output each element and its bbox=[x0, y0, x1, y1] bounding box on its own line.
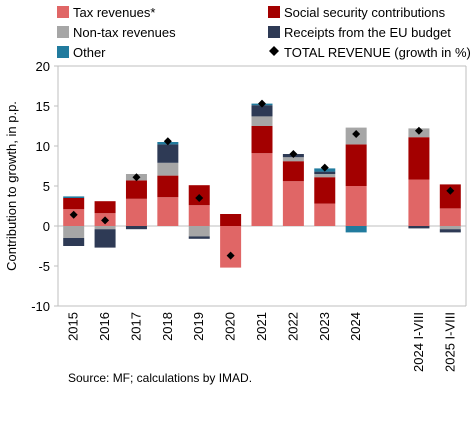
bar-segment-non-tax-revenues bbox=[94, 226, 116, 230]
x-tick-label: 2019 bbox=[191, 312, 206, 341]
x-tick-label: 2023 bbox=[317, 312, 332, 341]
bar-segment-tax-revenues bbox=[314, 203, 336, 226]
bar-segment-receipts-from-the-eu-budget bbox=[314, 171, 336, 174]
x-tick-label: 2021 bbox=[254, 312, 269, 341]
y-tick-label: 0 bbox=[43, 219, 50, 234]
bar-segment-tax-revenues bbox=[282, 181, 304, 226]
bar-segment-social-security-contributions bbox=[251, 126, 273, 154]
bar-segment-non-tax-revenues bbox=[282, 157, 304, 162]
total-marker bbox=[163, 137, 172, 146]
bar-segment-non-tax-revenues bbox=[439, 226, 461, 230]
total-marker bbox=[195, 194, 204, 202]
bar-segment-tax-revenues bbox=[220, 226, 242, 268]
total-marker bbox=[352, 130, 361, 138]
total-marker bbox=[226, 251, 235, 260]
bar-segment-tax-revenues bbox=[251, 153, 273, 226]
x-tick-label: 2024 I-VIII bbox=[411, 312, 426, 372]
x-tick-label: 2025 I-VIII bbox=[442, 312, 457, 372]
bar-segment-non-tax-revenues bbox=[251, 116, 273, 126]
bar-segment-tax-revenues bbox=[345, 186, 367, 226]
total-marker bbox=[289, 150, 298, 158]
x-tick-label: 2024 bbox=[348, 312, 363, 341]
total-marker bbox=[258, 99, 266, 108]
legend-label-social-security: Social security contributions bbox=[284, 5, 446, 20]
bar-segment-tax-revenues bbox=[157, 197, 179, 226]
bar-segment-non-tax-revenues bbox=[63, 226, 85, 238]
y-tick-label: 20 bbox=[36, 59, 50, 74]
bar-segment-social-security-contributions bbox=[282, 161, 304, 182]
legend-swatch-other bbox=[57, 46, 69, 58]
bar-segment-receipts-from-the-eu-budget bbox=[63, 238, 85, 246]
x-tick-label: 2016 bbox=[97, 312, 112, 341]
bar-segment-social-security-contributions bbox=[157, 175, 179, 198]
bar-segment-tax-revenues bbox=[439, 208, 461, 226]
y-axis-label: Contribution to growth, in p.p. bbox=[4, 101, 19, 271]
bar-segment-social-security-contributions bbox=[408, 137, 430, 180]
legend-label-tax-revenues: Tax revenues* bbox=[73, 5, 155, 20]
bar-segment-other bbox=[63, 196, 85, 198]
legend-swatch-social-security bbox=[268, 6, 280, 18]
bar-segment-other bbox=[345, 226, 367, 233]
bar-segment-receipts-from-the-eu-budget bbox=[408, 226, 430, 229]
bar-segment-receipts-from-the-eu-budget bbox=[157, 144, 179, 163]
source-note: Source: MF; calculations by IMAD. bbox=[68, 371, 252, 385]
bar-segment-tax-revenues bbox=[188, 205, 210, 226]
x-tick-label: 2018 bbox=[160, 312, 175, 341]
bar-segment-social-security-contributions bbox=[439, 184, 461, 209]
bar-segment-social-security-contributions bbox=[314, 177, 336, 204]
x-tick-label: 2017 bbox=[128, 312, 143, 341]
legend-label-non-tax-revenues: Non-tax revenues bbox=[73, 25, 176, 40]
legend-swatch-tax-revenues bbox=[57, 6, 69, 18]
total-marker bbox=[101, 216, 110, 225]
total-marker bbox=[320, 163, 329, 172]
total-marker bbox=[446, 186, 455, 195]
x-tick-label: 2015 bbox=[66, 312, 81, 341]
bar-segment-receipts-from-the-eu-budget bbox=[188, 236, 210, 239]
y-tick-label: -10 bbox=[31, 299, 50, 314]
bar-segment-non-tax-revenues bbox=[157, 162, 179, 176]
bar-segment-social-security-contributions bbox=[125, 180, 147, 199]
plot-area: -10 -5 0 5 10 15 20 2015 2016 2017 2018 2019 2020 202… bbox=[31, 59, 467, 372]
y-tick-label: -5 bbox=[38, 259, 50, 274]
y-tick-label: 15 bbox=[36, 99, 50, 114]
total-marker bbox=[69, 210, 78, 219]
legend-label-other: Other bbox=[73, 45, 106, 60]
legend: Tax revenues* Social security contributi… bbox=[57, 5, 471, 60]
bar-segment-receipts-from-the-eu-budget bbox=[251, 105, 273, 117]
bar-segment-social-security-contributions bbox=[220, 214, 242, 226]
legend-diamond-total bbox=[269, 46, 279, 56]
bar-segment-social-security-contributions bbox=[94, 201, 116, 214]
y-tick-label: 10 bbox=[36, 139, 50, 154]
bar-segment-tax-revenues bbox=[125, 198, 147, 226]
legend-swatch-eu-budget bbox=[268, 26, 280, 38]
x-tick-label: 2020 bbox=[223, 312, 238, 341]
legend-swatch-non-tax-revenues bbox=[57, 26, 69, 38]
bar-segment-social-security-contributions bbox=[345, 144, 367, 186]
bar-segment-receipts-from-the-eu-budget bbox=[125, 226, 147, 230]
legend-label-total: TOTAL REVENUE (growth in %) bbox=[284, 45, 471, 60]
bar-segment-receipts-from-the-eu-budget bbox=[439, 229, 461, 233]
bar-segment-receipts-from-the-eu-budget bbox=[94, 229, 116, 248]
bar-segment-social-security-contributions bbox=[63, 198, 85, 210]
bar-segment-tax-revenues bbox=[408, 179, 430, 226]
bar-segment-non-tax-revenues bbox=[314, 174, 336, 178]
bar-segment-non-tax-revenues bbox=[188, 226, 210, 237]
y-tick-label: 5 bbox=[43, 179, 50, 194]
legend-label-eu-budget: Receipts from the EU budget bbox=[284, 25, 451, 40]
total-marker bbox=[132, 173, 141, 182]
x-tick-label: 2022 bbox=[285, 312, 300, 341]
total-marker bbox=[414, 126, 423, 135]
